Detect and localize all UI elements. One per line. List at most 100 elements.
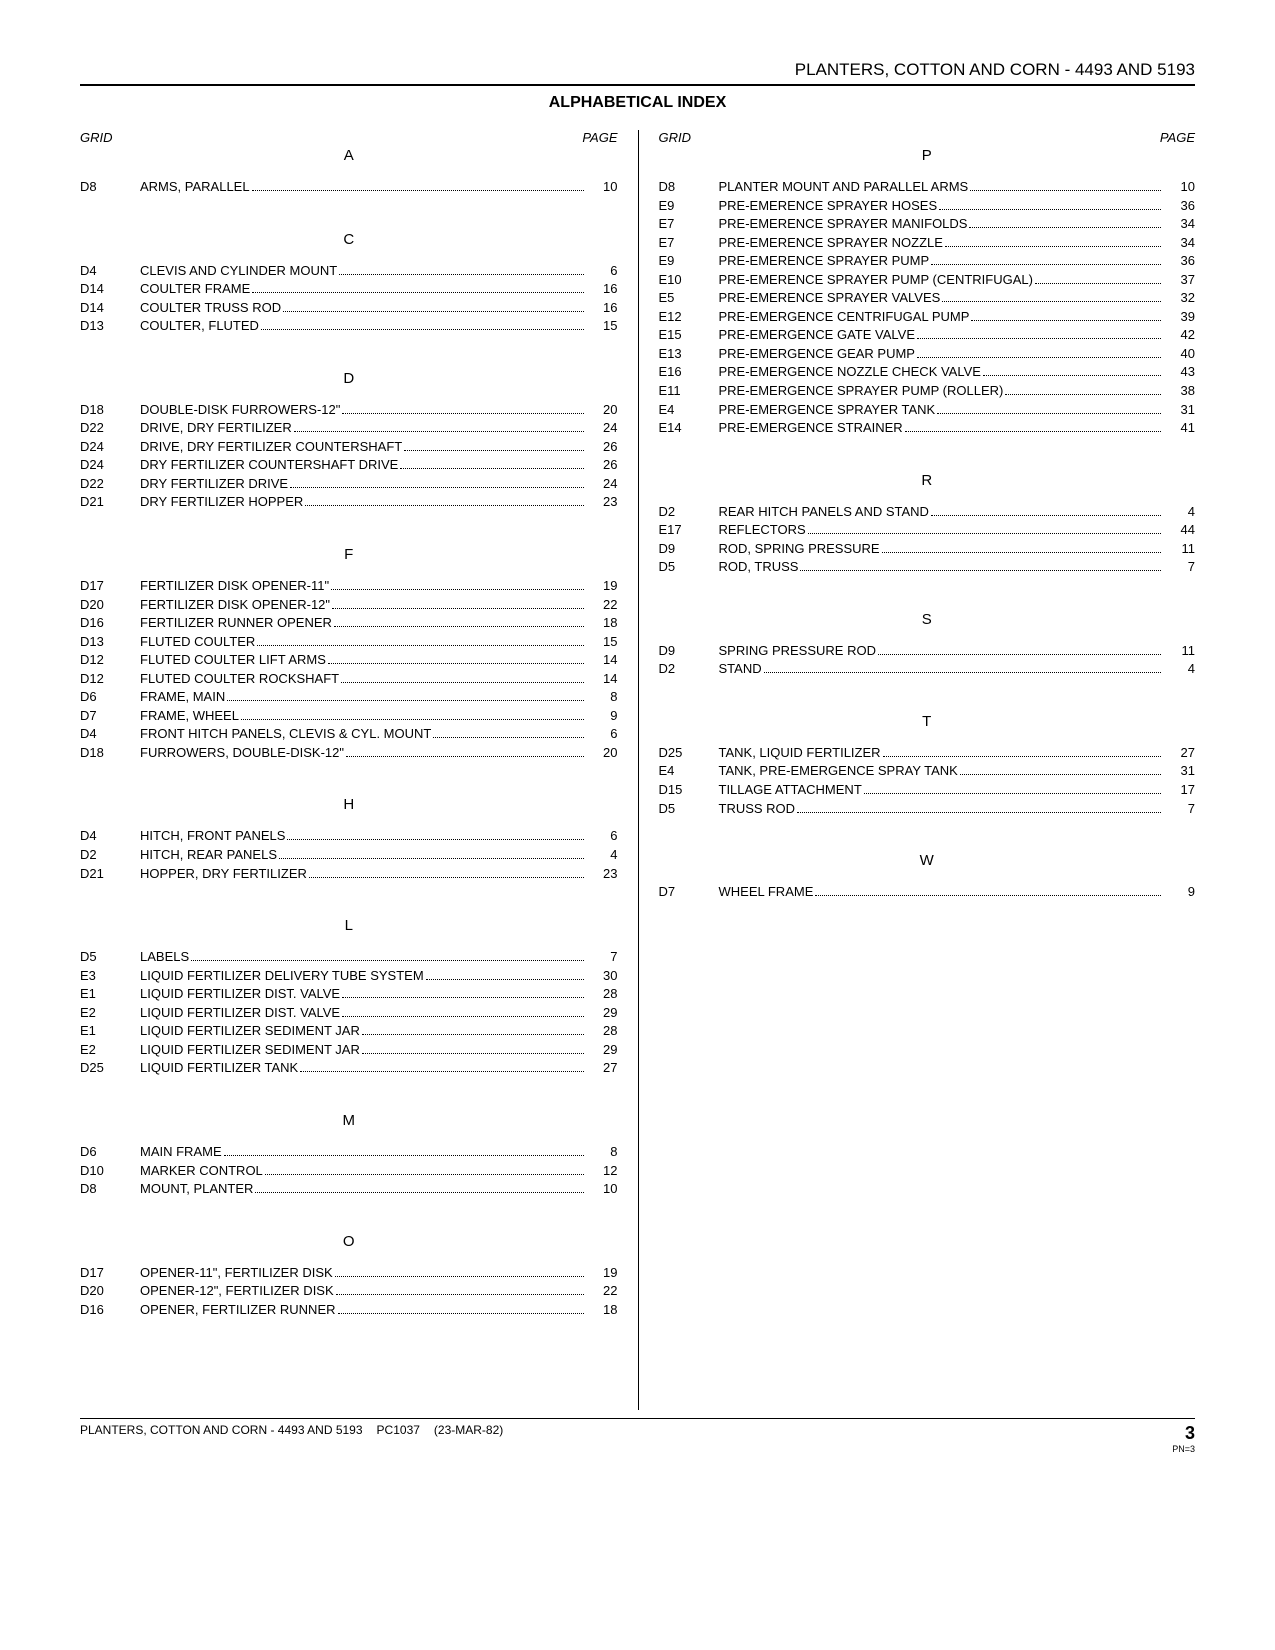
entry-page: 24 <box>588 419 618 437</box>
section-letter: M <box>80 1112 618 1129</box>
entry-page: 6 <box>588 827 618 845</box>
index-entry: E16PRE-EMERGENCE NOZZLE CHECK VALVE43 <box>659 363 1196 381</box>
entry-page: 11 <box>1165 540 1195 558</box>
entry-leader-dots <box>339 274 583 275</box>
page-header: PAGE <box>1160 130 1195 145</box>
entry-grid: E16 <box>659 363 719 381</box>
entry-grid: E12 <box>659 308 719 326</box>
entry-page: 19 <box>588 577 618 595</box>
entry-leader-dots <box>224 1155 584 1156</box>
entry-grid: D4 <box>80 725 140 743</box>
entry-grid: D13 <box>80 317 140 335</box>
entry-desc: OPENER, FERTILIZER RUNNER <box>140 1301 336 1319</box>
entry-desc: LIQUID FERTILIZER TANK <box>140 1059 298 1077</box>
index-entry: D7WHEEL FRAME9 <box>659 883 1196 901</box>
entry-grid: E5 <box>659 289 719 307</box>
index-entry: D21HOPPER, DRY FERTILIZER23 <box>80 865 618 883</box>
section-letter: H <box>80 796 618 813</box>
entry-page: 27 <box>1165 744 1195 762</box>
entry-desc: PRE-EMERENCE SPRAYER HOSES <box>719 197 938 215</box>
entry-grid: D14 <box>80 299 140 317</box>
entry-leader-dots <box>342 1016 583 1017</box>
entry-page: 38 <box>1165 382 1195 400</box>
index-entry: E2LIQUID FERTILIZER SEDIMENT JAR29 <box>80 1041 618 1059</box>
entry-page: 36 <box>1165 197 1195 215</box>
index-entry: E3LIQUID FERTILIZER DELIVERY TUBE SYSTEM… <box>80 967 618 985</box>
entry-leader-dots <box>797 812 1161 813</box>
entry-desc: PRE-EMERGENCE NOZZLE CHECK VALVE <box>719 363 981 381</box>
entry-page: 22 <box>588 1282 618 1300</box>
entry-page: 31 <box>1165 762 1195 780</box>
entry-desc: PRE-EMERGENCE SPRAYER PUMP (ROLLER) <box>719 382 1004 400</box>
entry-grid: D12 <box>80 670 140 688</box>
entry-leader-dots <box>937 413 1161 414</box>
index-entry: D13FLUTED COULTER15 <box>80 633 618 651</box>
entry-page: 42 <box>1165 326 1195 344</box>
entry-page: 31 <box>1165 401 1195 419</box>
entry-leader-dots <box>426 979 584 980</box>
entry-grid: E4 <box>659 401 719 419</box>
entry-grid: E1 <box>80 1022 140 1040</box>
entry-leader-dots <box>983 375 1161 376</box>
entry-leader-dots <box>969 227 1161 228</box>
index-entry: D25TANK, LIQUID FERTILIZER27 <box>659 744 1196 762</box>
entry-desc: PRE-EMERGENCE GEAR PUMP <box>719 345 915 363</box>
entry-page: 19 <box>588 1264 618 1282</box>
index-entry: D22DRIVE, DRY FERTILIZER24 <box>80 419 618 437</box>
index-entry: D2STAND4 <box>659 660 1196 678</box>
entry-desc: PLANTER MOUNT AND PARALLEL ARMS <box>719 178 969 196</box>
entry-desc: DRY FERTILIZER DRIVE <box>140 475 288 493</box>
entry-leader-dots <box>252 292 583 293</box>
entry-grid: D16 <box>80 614 140 632</box>
entry-page: 23 <box>588 493 618 511</box>
entry-desc: FLUTED COULTER <box>140 633 255 651</box>
index-entry: E9PRE-EMERENCE SPRAYER HOSES 36 <box>659 197 1196 215</box>
entry-desc: PRE-EMERENCE SPRAYER PUMP (CENTRIFUGAL) <box>719 271 1033 289</box>
entry-grid: D8 <box>80 178 140 196</box>
entry-page: 14 <box>588 651 618 669</box>
entry-leader-dots <box>764 672 1161 673</box>
grid-header: GRID <box>659 130 719 145</box>
entry-desc: MOUNT, PLANTER <box>140 1180 253 1198</box>
entry-grid: D13 <box>80 633 140 651</box>
entry-grid: E17 <box>659 521 719 539</box>
index-entry: D6FRAME, MAIN8 <box>80 688 618 706</box>
index-entry: D7FRAME, WHEEL9 <box>80 707 618 725</box>
index-entry: E1LIQUID FERTILIZER DIST. VALVE28 <box>80 985 618 1003</box>
entry-page: 27 <box>588 1059 618 1077</box>
entry-page: 9 <box>1165 883 1195 901</box>
entry-grid: D25 <box>80 1059 140 1077</box>
index-entry: D2REAR HITCH PANELS AND STAND4 <box>659 503 1196 521</box>
entry-leader-dots <box>878 654 1161 655</box>
entry-desc: HITCH, REAR PANELS <box>140 846 277 864</box>
entry-page: 8 <box>588 688 618 706</box>
entry-grid: D21 <box>80 493 140 511</box>
entry-grid: E4 <box>659 762 719 780</box>
index-entry: D13COULTER, FLUTED15 <box>80 317 618 335</box>
index-entry: D5ROD, TRUSS7 <box>659 558 1196 576</box>
entry-desc: FLUTED COULTER LIFT ARMS <box>140 651 326 669</box>
index-entry: D2HITCH, REAR PANELS4 <box>80 846 618 864</box>
entry-desc: HITCH, FRONT PANELS <box>140 827 285 845</box>
entry-grid: D7 <box>80 707 140 725</box>
entry-desc: MARKER CONTROL <box>140 1162 263 1180</box>
entry-leader-dots <box>931 515 1161 516</box>
entry-desc: PRE-EMERENCE SPRAYER VALVES <box>719 289 941 307</box>
entry-leader-dots <box>1035 283 1161 284</box>
entry-leader-dots <box>342 413 583 414</box>
index-entry: D25LIQUID FERTILIZER TANK 27 <box>80 1059 618 1077</box>
index-entry: E10PRE-EMERENCE SPRAYER PUMP (CENTRIFUGA… <box>659 271 1196 289</box>
entry-page: 4 <box>1165 503 1195 521</box>
entry-desc: COULTER, FLUTED <box>140 317 259 335</box>
entry-page: 10 <box>588 178 618 196</box>
entry-grid: D4 <box>80 827 140 845</box>
entry-leader-dots <box>362 1053 584 1054</box>
entry-grid: D18 <box>80 744 140 762</box>
entry-grid: D12 <box>80 651 140 669</box>
entry-grid: E9 <box>659 197 719 215</box>
entry-leader-dots <box>939 209 1161 210</box>
entry-grid: D6 <box>80 1143 140 1161</box>
index-entry: E4TANK, PRE-EMERGENCE SPRAY TANK31 <box>659 762 1196 780</box>
entry-grid: D18 <box>80 401 140 419</box>
entry-page: 12 <box>588 1162 618 1180</box>
